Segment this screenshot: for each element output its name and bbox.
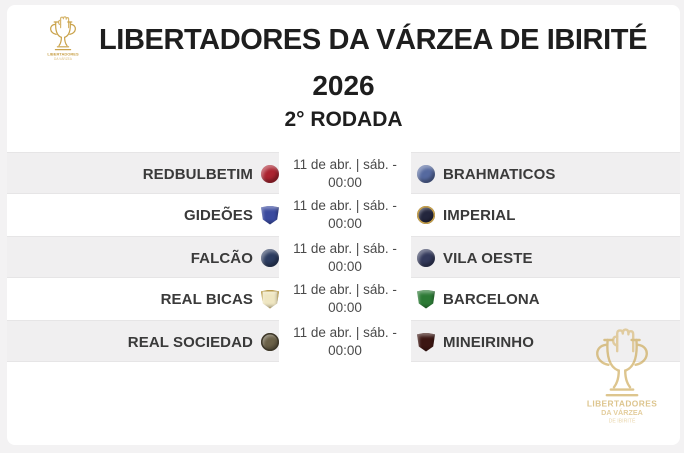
tournament-logo-icon: LIBERTADORES DA VÁRZEA	[47, 16, 79, 61]
away-cell: IMPERIAL	[411, 194, 680, 236]
away-cell: VILA OESTE	[411, 237, 680, 279]
brahmaticos-badge-icon	[417, 165, 435, 183]
fixture-row[interactable]: REAL SOCIEDAD 11 de abr. | sáb. - 00:00 …	[7, 319, 680, 365]
imperial-badge-icon	[417, 206, 435, 224]
away-team-name: BARCELONA	[443, 290, 540, 308]
away-cell: MINEIRINHO	[411, 321, 680, 363]
away-team-name: VILA OESTE	[443, 249, 533, 267]
match-datetime: 11 de abr. | sáb. - 00:00	[279, 319, 411, 365]
match-time: 00:00	[328, 175, 362, 190]
page-title: LIBERTADORES DA VÁRZEA DE IBIRITÉ	[98, 23, 648, 56]
match-datetime: 11 de abr. | sáb. - 00:00	[279, 192, 411, 238]
home-team-name: REAL BICAS	[160, 290, 253, 308]
redbulbetim-badge-icon	[261, 165, 279, 183]
watermark-line1: LIBERTADORES	[587, 398, 657, 408]
falcao-badge-icon	[261, 249, 279, 267]
home-team-name: REAL SOCIEDAD	[127, 333, 253, 351]
header: LIBERTADORES DA VÁRZEA LIBERTADORES DA V…	[7, 14, 680, 66]
match-datetime: 11 de abr. | sáb. - 00:00	[279, 276, 411, 322]
home-team-name: GIDEÕES	[183, 206, 253, 224]
match-date: 11 de abr. | sáb. -	[293, 157, 397, 172]
home-cell: GIDEÕES	[7, 194, 279, 236]
match-datetime: 11 de abr. | sáb. - 00:00	[279, 235, 411, 281]
match-date: 11 de abr. | sáb. -	[293, 241, 397, 256]
fixture-row[interactable]: REAL BICAS 11 de abr. | sáb. - 00:00 BAR…	[7, 276, 680, 322]
home-team-name: FALCÃO	[190, 249, 253, 267]
match-time: 00:00	[328, 343, 362, 358]
home-cell: REAL SOCIEDAD	[7, 321, 279, 363]
real-bicas-badge-icon	[261, 289, 279, 309]
away-team-name: MINEIRINHO	[443, 333, 534, 351]
logo-caption-line1: LIBERTADORES	[47, 52, 79, 57]
real-sociedad-badge-icon	[261, 333, 279, 351]
home-team-name: REDBULBETIM	[142, 165, 253, 183]
away-team-name: BRAHMATICOS	[443, 165, 556, 183]
fixture-row[interactable]: REDBULBETIM 11 de abr. | sáb. - 00:00 BR…	[7, 151, 680, 197]
logo-caption-line2: DA VÁRZEA	[54, 57, 73, 61]
watermark-line2: DA VÁRZEA	[601, 408, 643, 417]
season-year: 2026	[312, 70, 375, 101]
fixture-row[interactable]: FALCÃO 11 de abr. | sáb. - 00:00 VILA OE…	[7, 235, 680, 281]
match-time: 00:00	[328, 216, 362, 231]
gideoes-badge-icon	[261, 205, 279, 225]
match-date: 11 de abr. | sáb. -	[293, 325, 397, 340]
fixtures-list: REDBULBETIM 11 de abr. | sáb. - 00:00 BR…	[7, 151, 680, 365]
home-cell: REAL BICAS	[7, 278, 279, 320]
match-time: 00:00	[328, 259, 362, 274]
fixtures-card: LIBERTADORES DA VÁRZEA LIBERTADORES DA V…	[7, 5, 680, 445]
match-date: 11 de abr. | sáb. -	[293, 282, 397, 297]
match-datetime: 11 de abr. | sáb. - 00:00	[279, 151, 411, 197]
home-cell: FALCÃO	[7, 237, 279, 279]
watermark-line3: DE IBIRITÉ	[609, 417, 636, 424]
fixture-row[interactable]: GIDEÕES 11 de abr. | sáb. - 00:00 IMPERI…	[7, 192, 680, 238]
home-cell: REDBULBETIM	[7, 153, 279, 195]
round-label: 2° RODADA	[284, 108, 403, 131]
match-time: 00:00	[328, 300, 362, 315]
vila-oeste-badge-icon	[417, 249, 435, 267]
away-cell: BRAHMATICOS	[411, 153, 680, 195]
mineirinho-badge-icon	[417, 332, 435, 352]
barcelona-badge-icon	[417, 289, 435, 309]
match-date: 11 de abr. | sáb. -	[293, 198, 397, 213]
away-cell: BARCELONA	[411, 278, 680, 320]
away-team-name: IMPERIAL	[443, 206, 516, 224]
